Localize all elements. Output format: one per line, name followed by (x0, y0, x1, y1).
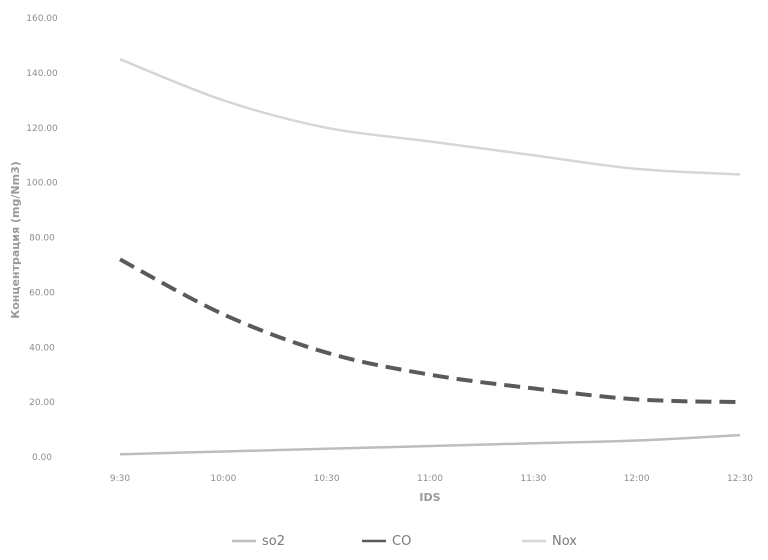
y-tick-label: 20.00 (29, 398, 55, 408)
legend-label-co: CO (392, 534, 411, 549)
x-tick-label: 12:00 (624, 474, 650, 484)
x-tick-label: 11:30 (520, 474, 546, 484)
series-line-so2 (119, 433, 741, 456)
x-axis-title: IDS (419, 491, 440, 504)
x-axis-ticks: 9:30 10:00 10:30 11:00 11:30 12:00 12:30 (110, 474, 753, 484)
y-tick-label: 100.00 (26, 179, 58, 189)
y-tick-label: 80.00 (29, 234, 55, 244)
x-tick-label: 11:00 (417, 474, 443, 484)
legend: so2 CO Nox (232, 534, 577, 549)
y-tick-label: 40.00 (29, 343, 55, 353)
y-axis-ticks: 0.00 20.00 40.00 60.00 80.00 100.00 120.00 140.… (26, 14, 58, 463)
legend-label-nox: Nox (552, 534, 577, 549)
y-tick-label: 140.00 (26, 69, 58, 79)
x-tick-label: 10:30 (314, 474, 340, 484)
x-tick-label: 10:00 (210, 474, 236, 484)
x-tick-label: 9:30 (110, 474, 130, 484)
legend-label-so2: so2 (262, 534, 285, 549)
y-tick-label: 120.00 (26, 124, 58, 134)
x-tick-label: 12:30 (727, 474, 753, 484)
y-tick-label: 60.00 (29, 288, 55, 298)
y-axis-title: Концентрация (mg/Nm3) (9, 161, 22, 319)
series-layer (119, 58, 741, 456)
series-line-co (119, 257, 741, 405)
series-line-nox (119, 58, 741, 176)
y-tick-label: 160.00 (26, 14, 58, 24)
y-tick-label: 0.00 (32, 453, 52, 463)
